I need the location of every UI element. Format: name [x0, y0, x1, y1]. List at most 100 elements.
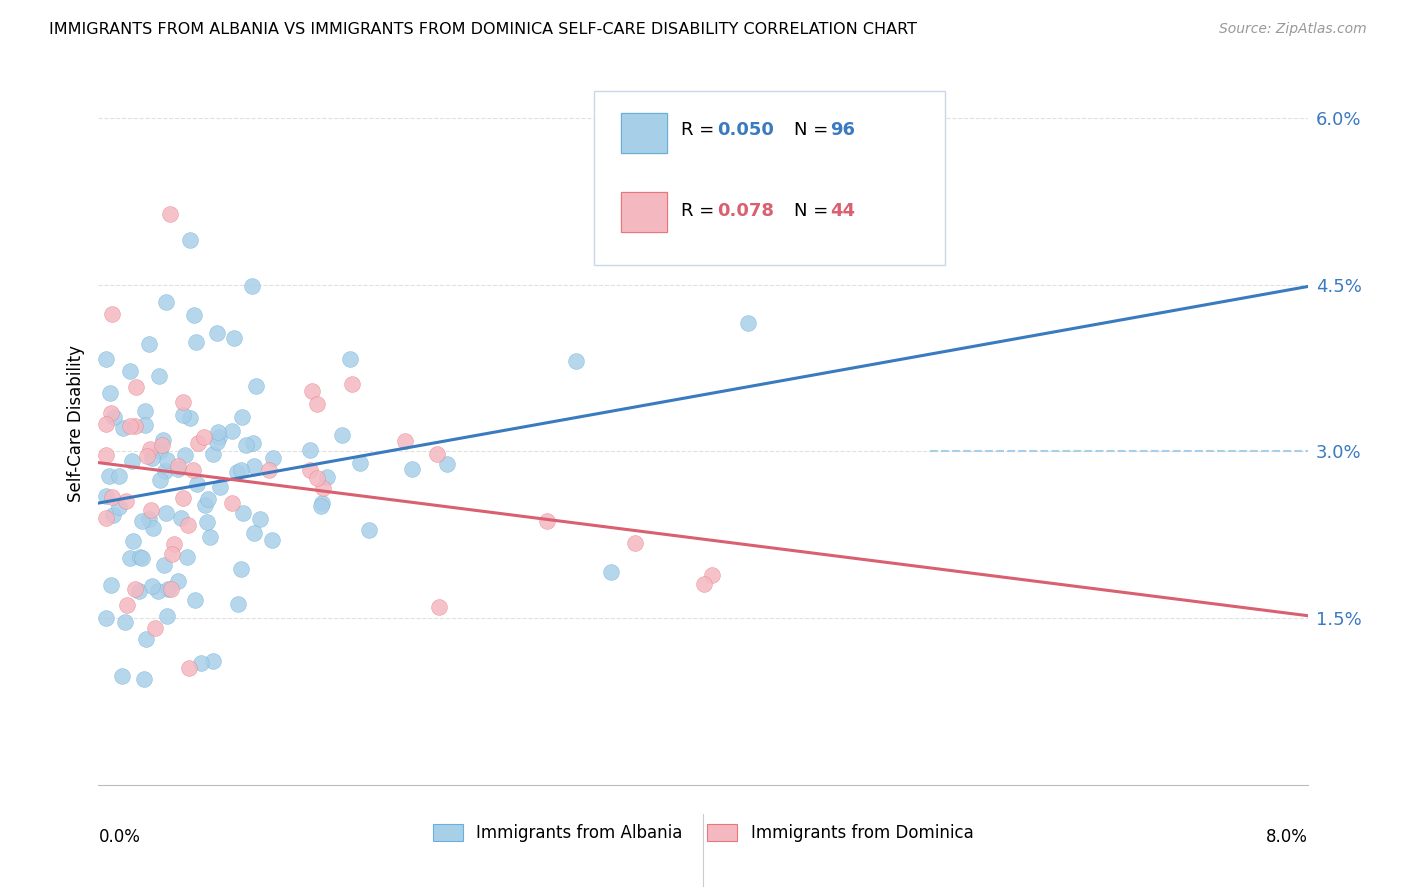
Y-axis label: Self-Care Disability: Self-Care Disability: [66, 345, 84, 502]
Text: N =: N =: [793, 121, 834, 139]
Point: [221, 495, 243, 509]
Point: [101, 490, 124, 504]
Point: [100, 405, 122, 419]
Point: [156, 453, 179, 467]
Point: [229, 463, 252, 477]
Bar: [621, 193, 666, 232]
Point: [599, 565, 621, 579]
Point: [737, 316, 759, 330]
Point: [155, 506, 177, 520]
Point: [240, 279, 263, 293]
Point: [103, 410, 125, 425]
Point: [225, 465, 247, 479]
Point: [146, 583, 169, 598]
Point: [153, 464, 176, 478]
Text: N =: N =: [793, 202, 834, 219]
Point: [173, 448, 195, 462]
Point: [167, 574, 190, 588]
Point: [201, 654, 224, 668]
Point: [155, 294, 177, 309]
Point: [131, 514, 153, 528]
Point: [159, 207, 181, 221]
Point: [114, 615, 136, 629]
Point: [229, 561, 252, 575]
Point: [136, 449, 159, 463]
Point: [231, 410, 253, 425]
Point: [426, 447, 449, 461]
Point: [94, 611, 117, 625]
Text: 44: 44: [830, 202, 855, 219]
Point: [190, 656, 212, 670]
Point: [163, 537, 186, 551]
Point: [342, 376, 364, 391]
Point: [172, 409, 194, 423]
Point: [259, 463, 281, 477]
Point: [224, 331, 246, 345]
Point: [124, 582, 146, 596]
Point: [179, 233, 201, 247]
Point: [141, 451, 163, 466]
Point: [427, 600, 450, 615]
Point: [207, 425, 229, 440]
Point: [118, 550, 141, 565]
Point: [98, 386, 121, 401]
Point: [97, 468, 120, 483]
Point: [202, 447, 225, 461]
Point: [221, 425, 243, 439]
Point: [177, 660, 200, 674]
Point: [565, 354, 588, 368]
Point: [160, 547, 183, 561]
Text: 96: 96: [830, 121, 855, 139]
Point: [394, 434, 416, 448]
Point: [235, 438, 257, 452]
Point: [249, 511, 271, 525]
Point: [129, 550, 152, 565]
Point: [94, 417, 117, 431]
Point: [195, 515, 218, 529]
Point: [316, 470, 339, 484]
Point: [167, 459, 190, 474]
Point: [359, 524, 381, 538]
Point: [94, 490, 117, 504]
Point: [149, 473, 172, 487]
Point: [94, 511, 117, 525]
Point: [312, 481, 335, 495]
Point: [339, 352, 361, 367]
Point: [148, 368, 170, 383]
Point: [176, 518, 198, 533]
Point: [301, 384, 323, 398]
Point: [197, 491, 219, 506]
Point: [187, 435, 209, 450]
Point: [94, 352, 117, 367]
Point: [184, 593, 207, 607]
Point: [305, 471, 328, 485]
Point: [205, 434, 228, 449]
Point: [134, 417, 156, 432]
Text: Source: ZipAtlas.com: Source: ZipAtlas.com: [1219, 22, 1367, 37]
Point: [172, 395, 194, 409]
Point: [122, 534, 145, 549]
Point: [121, 454, 143, 468]
Point: [179, 411, 201, 425]
FancyBboxPatch shape: [595, 91, 945, 265]
Point: [243, 459, 266, 474]
Point: [242, 435, 264, 450]
Text: 0.078: 0.078: [717, 202, 775, 219]
Point: [159, 582, 181, 596]
Point: [186, 476, 208, 491]
Text: R =: R =: [682, 202, 720, 219]
Point: [124, 418, 146, 433]
Point: [157, 582, 180, 597]
Point: [194, 498, 217, 512]
Legend: Immigrants from Albania, Immigrants from Dominica: Immigrants from Albania, Immigrants from…: [426, 817, 980, 849]
Point: [120, 419, 142, 434]
Point: [149, 444, 172, 458]
Point: [138, 337, 160, 351]
Point: [132, 672, 155, 686]
Point: [152, 438, 174, 452]
Bar: [621, 113, 666, 153]
Bar: [621, 113, 666, 153]
Point: [141, 503, 163, 517]
Point: [262, 451, 284, 466]
Point: [166, 462, 188, 476]
